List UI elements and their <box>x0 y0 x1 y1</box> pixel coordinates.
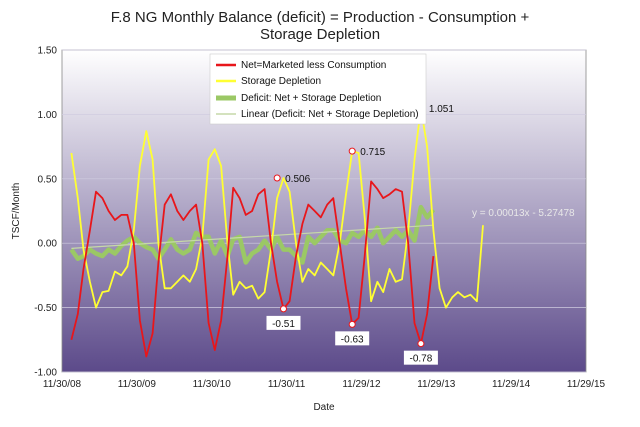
y-tick-label: 1.50 <box>38 46 58 57</box>
x-tick-label: 11/29/15 <box>567 379 606 390</box>
annotation-marker <box>279 305 287 313</box>
y-axis-ticks: -1.00 -0.50 0.00 0.50 1.00 1.50 <box>34 46 57 379</box>
annotation-label-box <box>266 315 301 330</box>
x-tick-label: 11/30/08 <box>43 379 82 390</box>
annotation-marker <box>348 320 356 328</box>
annotation-label: -0.63 <box>341 334 364 345</box>
legend-label-deficit: Deficit: Net + Storage Depletion <box>241 93 381 104</box>
trend-equation: y = 0.00013x - 5.27478 <box>472 208 575 219</box>
legend-label-storage: Storage Depletion <box>241 76 321 87</box>
x-tick-label: 11/29/14 <box>492 379 531 390</box>
y-tick-label: 1.00 <box>38 110 58 121</box>
chart-title-line1: F.8 NG Monthly Balance (deficit) = Produ… <box>111 9 530 26</box>
y-tick-label: -1.00 <box>34 368 57 379</box>
annotation-marker <box>273 174 281 182</box>
annotation-marker <box>417 340 425 348</box>
x-tick-label: 11/29/12 <box>342 379 381 390</box>
legend-box <box>209 53 427 125</box>
annotation-label-box <box>403 350 438 365</box>
legend-label-linear: Linear (Deficit: Net + Storage Depletion… <box>241 109 419 120</box>
x-tick-label: 11/29/13 <box>417 379 456 390</box>
x-tick-label: 11/30/10 <box>193 379 232 390</box>
annotation-label-box <box>335 331 370 346</box>
x-tick-label: 11/30/09 <box>118 379 157 390</box>
legend-label-net: Net=Marketed less Consumption <box>241 60 386 71</box>
y-tick-label: 0.00 <box>38 239 58 250</box>
series-line-0 <box>70 180 435 358</box>
series-layer <box>69 106 484 358</box>
x-tick-label: 11/30/11 <box>268 379 306 390</box>
annotation-label: -0.78 <box>410 354 433 365</box>
legend: Net=Marketed less Consumption Storage De… <box>209 53 427 125</box>
y-axis-title: TSCF/Month <box>11 183 22 240</box>
y-tick-label: -0.50 <box>34 303 57 314</box>
chart-title-line2: Storage Depletion <box>260 26 380 43</box>
x-axis-ticks: 11/30/08 11/30/09 11/30/10 11/30/11 11/29/12… <box>43 379 606 390</box>
series-line-1 <box>70 106 484 309</box>
annotation-label: -0.51 <box>272 319 295 330</box>
annotation-label: 0.506 <box>285 174 310 185</box>
annotation-label: 1.051 <box>429 104 454 115</box>
y-tick-label: 0.50 <box>38 174 58 185</box>
annotation-label: 0.715 <box>360 147 385 158</box>
x-axis-title: Date <box>313 402 335 413</box>
annotation-marker <box>348 147 356 155</box>
